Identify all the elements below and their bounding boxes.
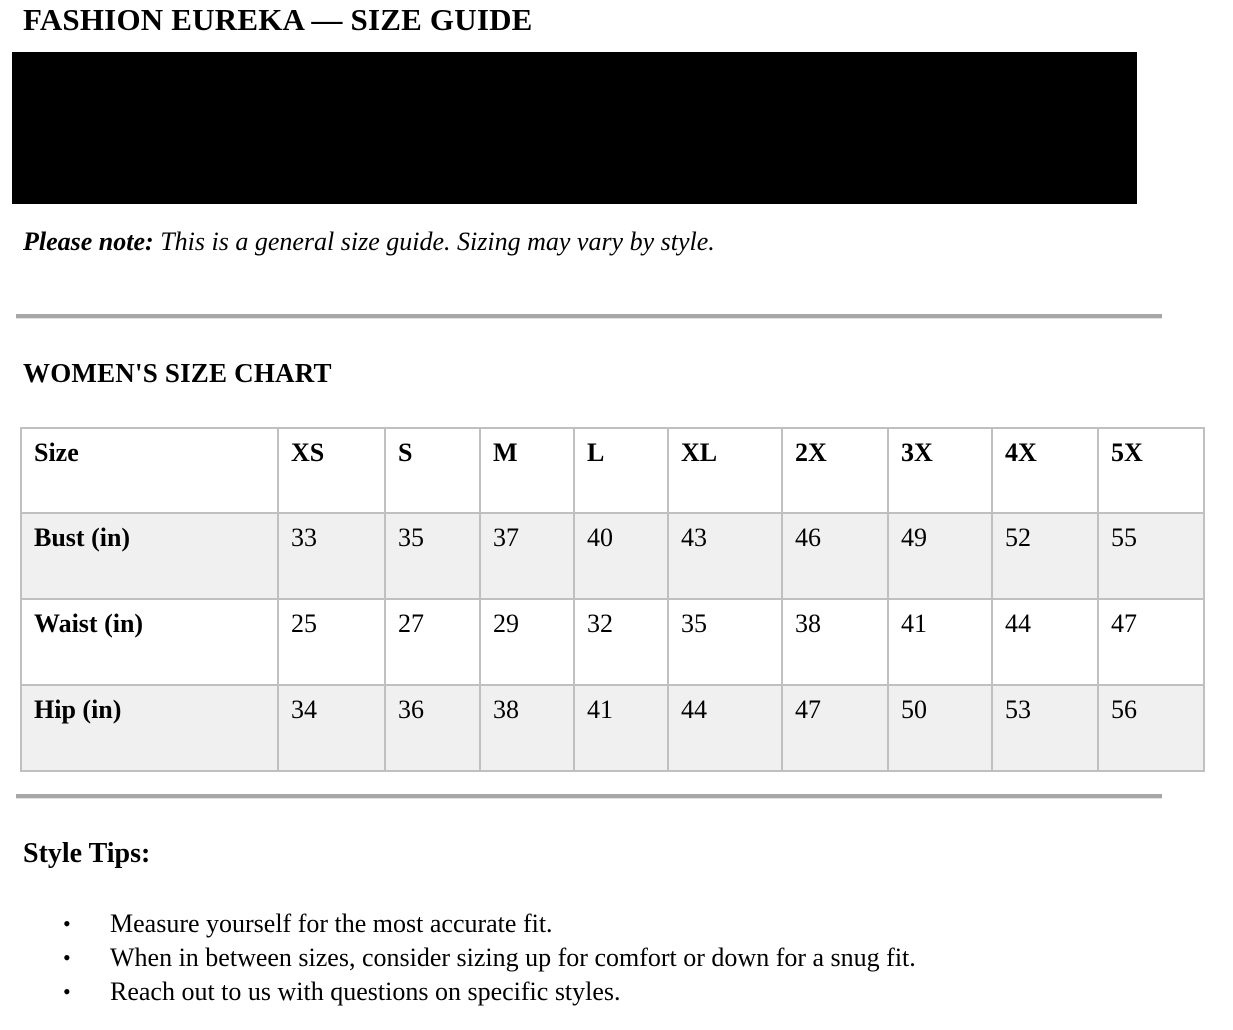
column-header-5x: 5X [1097, 427, 1205, 514]
cell-hip-xl: 44 [667, 684, 783, 772]
size-chart-heading: WOMEN'S SIZE CHART [23, 358, 332, 388]
bullet-icon: • [63, 945, 71, 970]
cell-waist-xl: 35 [667, 598, 783, 686]
column-header-3x: 3X [887, 427, 993, 514]
cell-waist-5x: 47 [1097, 598, 1205, 686]
cell-waist-3x: 41 [887, 598, 993, 686]
cell-waist-s: 27 [384, 598, 481, 686]
cell-bust-xs: 33 [277, 512, 386, 600]
cell-waist-4x: 44 [991, 598, 1099, 686]
divider [16, 794, 1162, 799]
cell-bust-5x: 55 [1097, 512, 1205, 600]
page-title: FASHION EUREKA — SIZE GUIDE [23, 2, 533, 37]
cell-hip-s: 36 [384, 684, 481, 772]
cell-bust-s: 35 [384, 512, 481, 600]
cell-hip-4x: 53 [991, 684, 1099, 772]
list-item: • Reach out to us with questions on spec… [23, 975, 1233, 1009]
table-row-bust: Bust (in) 33 35 37 40 43 46 49 52 55 [20, 512, 1205, 600]
hero-image-black-banner [12, 52, 1137, 204]
note-label: Please note: [23, 227, 154, 256]
style-tip-text: Reach out to us with questions on specif… [110, 977, 621, 1006]
note-text: This is a general size guide. Sizing may… [160, 227, 715, 256]
cell-bust-4x: 52 [991, 512, 1099, 600]
cell-hip-xs: 34 [277, 684, 386, 772]
cell-waist-xs: 25 [277, 598, 386, 686]
cell-hip-m: 38 [479, 684, 575, 772]
cell-hip-5x: 56 [1097, 684, 1205, 772]
style-tip-text: When in between sizes, consider sizing u… [110, 943, 916, 972]
womens-size-chart-table: Size XS S M L XL 2X 3X 4X 5X Bust (in) 3… [20, 427, 1205, 772]
list-item: • Measure yourself for the most accurate… [23, 907, 1233, 941]
column-header-xs: XS [277, 427, 386, 514]
column-header-s: S [384, 427, 481, 514]
cell-waist-m: 29 [479, 598, 575, 686]
style-tip-text: Measure yourself for the most accurate f… [110, 909, 553, 938]
row-label-hip: Hip (in) [20, 684, 279, 772]
cell-bust-m: 37 [479, 512, 575, 600]
cell-bust-l: 40 [573, 512, 669, 600]
cell-bust-3x: 49 [887, 512, 993, 600]
column-header-xl: XL [667, 427, 783, 514]
cell-hip-3x: 50 [887, 684, 993, 772]
style-tips-heading: Style Tips: [23, 838, 151, 869]
column-header-4x: 4X [991, 427, 1099, 514]
cell-bust-2x: 46 [781, 512, 889, 600]
bullet-icon: • [63, 979, 71, 1004]
cell-bust-xl: 43 [667, 512, 783, 600]
column-header-m: M [479, 427, 575, 514]
table-header-row: Size XS S M L XL 2X 3X 4X 5X [20, 427, 1205, 514]
note-paragraph: Please note: This is a general size guid… [23, 226, 1233, 258]
row-label-bust: Bust (in) [20, 512, 279, 600]
cell-hip-l: 41 [573, 684, 669, 772]
list-item: • When in between sizes, consider sizing… [23, 941, 1233, 975]
column-header-2x: 2X [781, 427, 889, 514]
divider [16, 314, 1162, 319]
column-header-size: Size [20, 427, 279, 514]
bullet-icon: • [63, 911, 71, 936]
row-label-waist: Waist (in) [20, 598, 279, 686]
table-row-waist: Waist (in) 25 27 29 32 35 38 41 44 47 [20, 598, 1205, 686]
cell-hip-2x: 47 [781, 684, 889, 772]
table-row-hip: Hip (in) 34 36 38 41 44 47 50 53 56 [20, 684, 1205, 772]
style-tips-list: • Measure yourself for the most accurate… [23, 907, 1233, 1009]
cell-waist-l: 32 [573, 598, 669, 686]
column-header-l: L [573, 427, 669, 514]
cell-waist-2x: 38 [781, 598, 889, 686]
